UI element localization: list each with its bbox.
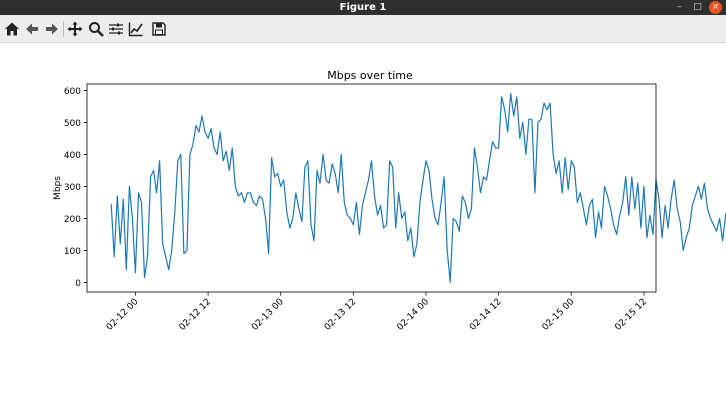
series-layer [110, 92, 726, 283]
save-icon [152, 22, 166, 36]
window-titlebar: Figure 1 – □ × [0, 0, 726, 15]
x-tick-label: 02-15 00 [541, 297, 577, 333]
y-tick-label: 300 [64, 183, 81, 193]
x-tick-label: 02-14 12 [468, 297, 504, 333]
y-tick-label: 600 [64, 87, 81, 97]
toolbar-separator [63, 21, 64, 37]
zoom-icon [89, 22, 104, 37]
pan-icon [67, 21, 83, 37]
x-tick-label: 02-14 00 [395, 297, 431, 333]
chart-title: Mbps over time [327, 69, 413, 82]
subplots-button[interactable] [106, 19, 126, 39]
chart-svg: Mbps over time Mbps 01002003004005006000… [53, 69, 726, 333]
pan-button[interactable] [65, 19, 85, 39]
zoom-button[interactable] [86, 19, 106, 39]
x-tick-label: 02-13 12 [323, 297, 359, 333]
minimize-button[interactable]: – [677, 2, 682, 12]
save-button[interactable] [149, 19, 169, 39]
y-tick-label: 0 [75, 279, 81, 289]
maximize-button[interactable]: □ [693, 2, 702, 12]
y-tick-label: 400 [64, 151, 81, 161]
back-arrow-icon [26, 23, 38, 35]
axes-frame [86, 83, 657, 293]
axis-ticks: 0 100 200 300 400 500 600 02-12 00 02-12 12 02-13… [64, 87, 649, 333]
y-axis-label: Mbps [53, 176, 63, 200]
back-button[interactable] [22, 19, 42, 39]
series-line [110, 92, 726, 283]
close-button[interactable]: × [709, 1, 722, 14]
x-tick-label: 02-12 12 [177, 297, 213, 333]
x-tick-label: 02-15 12 [613, 297, 649, 333]
x-tick-label: 02-12 00 [105, 297, 141, 333]
y-tick-label: 200 [64, 215, 81, 225]
y-tick-label: 100 [64, 247, 81, 257]
edit-axes-icon [128, 22, 143, 37]
subplots-icon [109, 23, 123, 35]
home-icon [5, 22, 19, 36]
window-title: Figure 1 [339, 2, 387, 13]
forward-arrow-icon [46, 23, 58, 35]
edit-axes-button[interactable] [126, 19, 146, 39]
figure-canvas[interactable]: Mbps over time Mbps 0 100 200 300 400 500 600 0… [0, 43, 726, 400]
x-tick-label: 02-13 00 [250, 297, 286, 333]
navigation-toolbar [0, 15, 726, 43]
home-button[interactable] [2, 19, 22, 39]
forward-button[interactable] [42, 19, 62, 39]
y-tick-label: 500 [64, 119, 81, 129]
